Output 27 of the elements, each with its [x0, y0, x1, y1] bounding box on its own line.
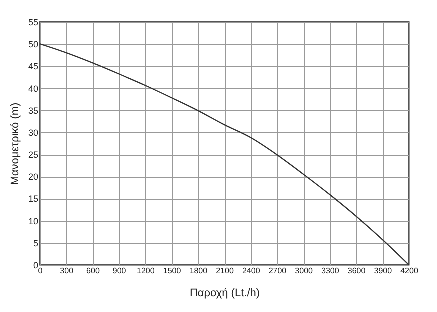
- y-tick-label: 55: [28, 18, 38, 28]
- x-tick-label: 600: [86, 266, 100, 276]
- x-tick-label: 2100: [216, 266, 234, 276]
- x-tick-label: 300: [60, 266, 74, 276]
- x-tick-label: 900: [112, 266, 127, 276]
- y-tick-label: 35: [28, 106, 38, 116]
- y-tick-label: 40: [28, 84, 38, 94]
- x-tick-label: 1200: [137, 266, 156, 276]
- y-tick-label: 5: [33, 238, 38, 248]
- x-tick-label: 4200: [400, 266, 419, 276]
- x-tick-label: 3600: [348, 266, 366, 276]
- y-tick-label: 25: [28, 150, 38, 160]
- y-tick-label: 45: [28, 62, 38, 72]
- x-tick-label: 3900: [374, 266, 393, 276]
- x-tick-label: 3300: [322, 266, 340, 276]
- y-tick-label: 30: [28, 128, 38, 138]
- x-tick-label: 2700: [268, 266, 288, 276]
- y-tick-label: 50: [28, 40, 38, 50]
- y-tick-label: 20: [28, 172, 38, 182]
- y-axis-title: Μανομετρικό (m): [9, 102, 22, 186]
- y-tick-label: 10: [28, 216, 38, 226]
- y-tick-label: 15: [28, 194, 38, 204]
- x-tick-label: 1500: [163, 266, 182, 276]
- x-tick-label: 3000: [295, 266, 314, 276]
- x-tick-label: 2400: [242, 266, 261, 276]
- x-axis-title: Παροχή (Lt./h): [190, 288, 260, 300]
- x-tick-label: 1800: [190, 266, 208, 276]
